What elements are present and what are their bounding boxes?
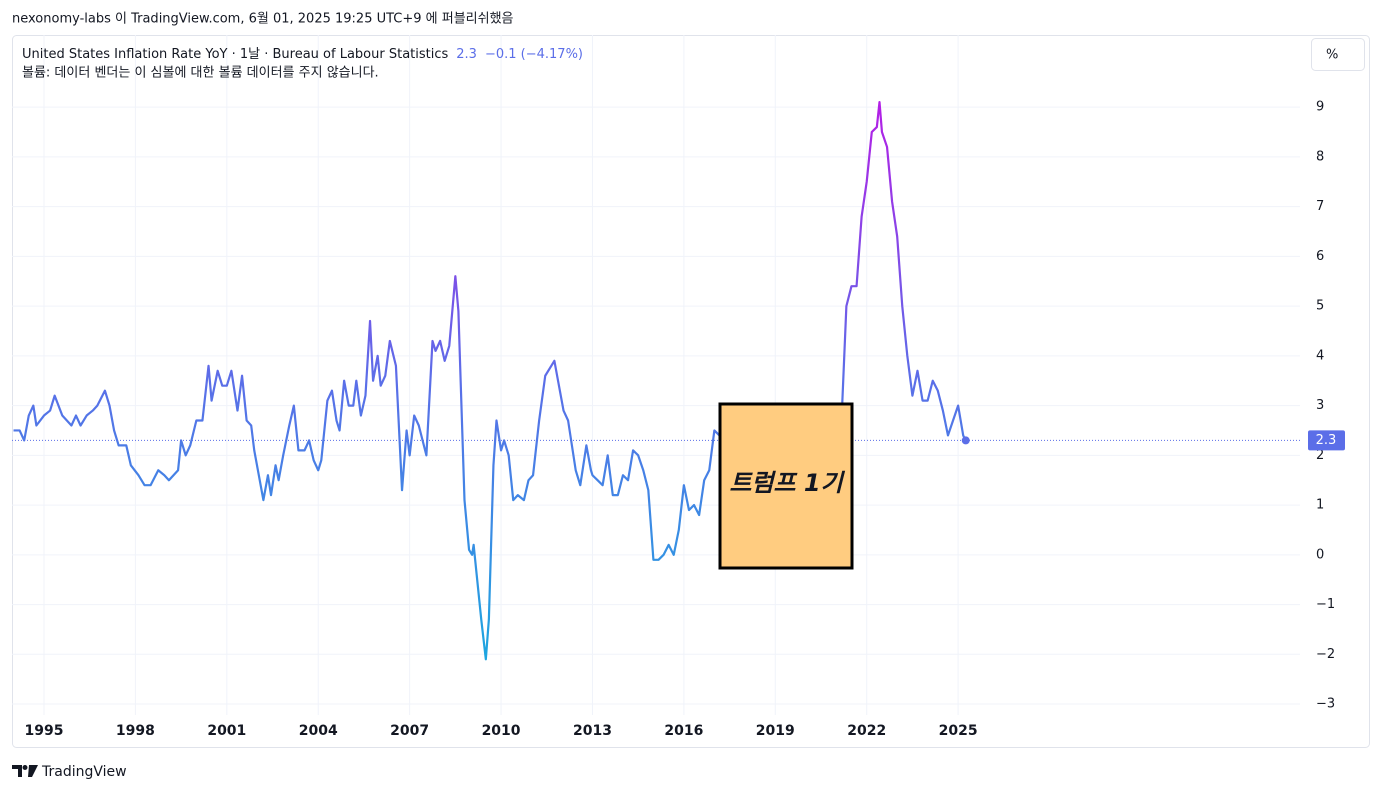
y-tick-label: −3 (1316, 697, 1335, 712)
x-tick-label: 2016 (664, 723, 703, 739)
x-tick-label: 2004 (299, 723, 338, 739)
footer-logo (12, 765, 38, 777)
grid (12, 35, 1300, 715)
chart-frame (12, 35, 1370, 748)
x-tick-label: 2025 (939, 723, 978, 739)
series-name: United States Inflation Rate YoY · 1날 · … (22, 47, 448, 62)
series-line (13, 101, 967, 661)
footer-brand: TradingView (41, 764, 127, 780)
x-tick-label: 1998 (116, 723, 155, 739)
scale-button[interactable] (1311, 38, 1365, 71)
annotation-box (718, 402, 854, 570)
x-tick-label: 2022 (847, 723, 886, 739)
x-tick-label: 2010 (482, 723, 521, 739)
scale-button-label[interactable]: % (1326, 48, 1338, 63)
plot (12, 101, 1300, 661)
y-tick-label: 0 (1316, 547, 1324, 562)
y-tick-label: 5 (1316, 299, 1324, 314)
last-value-label: 2.3 (1316, 433, 1337, 448)
legend: United States Inflation Rate YoY · 1날 · … (22, 47, 583, 62)
y-tick-label: 9 (1316, 100, 1324, 115)
x-tick-label: 2013 (573, 723, 612, 739)
y-tick-label: 6 (1316, 249, 1324, 264)
last-value-badge (1308, 430, 1345, 451)
legend-change: −0.1 (−4.17%) (485, 47, 583, 62)
y-tick-label: 4 (1316, 348, 1324, 363)
annotation-text: 트럼프 1기 (729, 469, 845, 497)
y-tick-label: −1 (1316, 597, 1335, 612)
axes: −3 −2 −1 0 1 2 3 4 5 6 7 8 9 1995 1998 2001 2004 2007 2010… (25, 100, 1345, 739)
x-tick-label: 1995 (25, 723, 64, 739)
x-tick-label: 2007 (390, 723, 429, 739)
x-tick-label: 2001 (207, 723, 246, 739)
y-tick-label: 3 (1316, 398, 1324, 413)
y-tick-label: 1 (1316, 498, 1324, 513)
legend-last-value: 2.3 (456, 47, 477, 62)
x-tick-label: 2019 (756, 723, 795, 739)
y-tick-label: −2 (1316, 647, 1335, 662)
y-tick-label: 7 (1316, 199, 1324, 214)
volume-note: 볼륨: 데이터 벤더는 이 심볼에 대한 볼륨 데이터를 주지 않습니다. (22, 66, 379, 81)
last-point (961, 436, 970, 445)
publish-header: nexonomy-labs 이 TradingView.com, 6월 01, … (12, 11, 514, 27)
y-tick-label: 2 (1316, 448, 1324, 463)
y-tick-label: 8 (1316, 149, 1324, 164)
